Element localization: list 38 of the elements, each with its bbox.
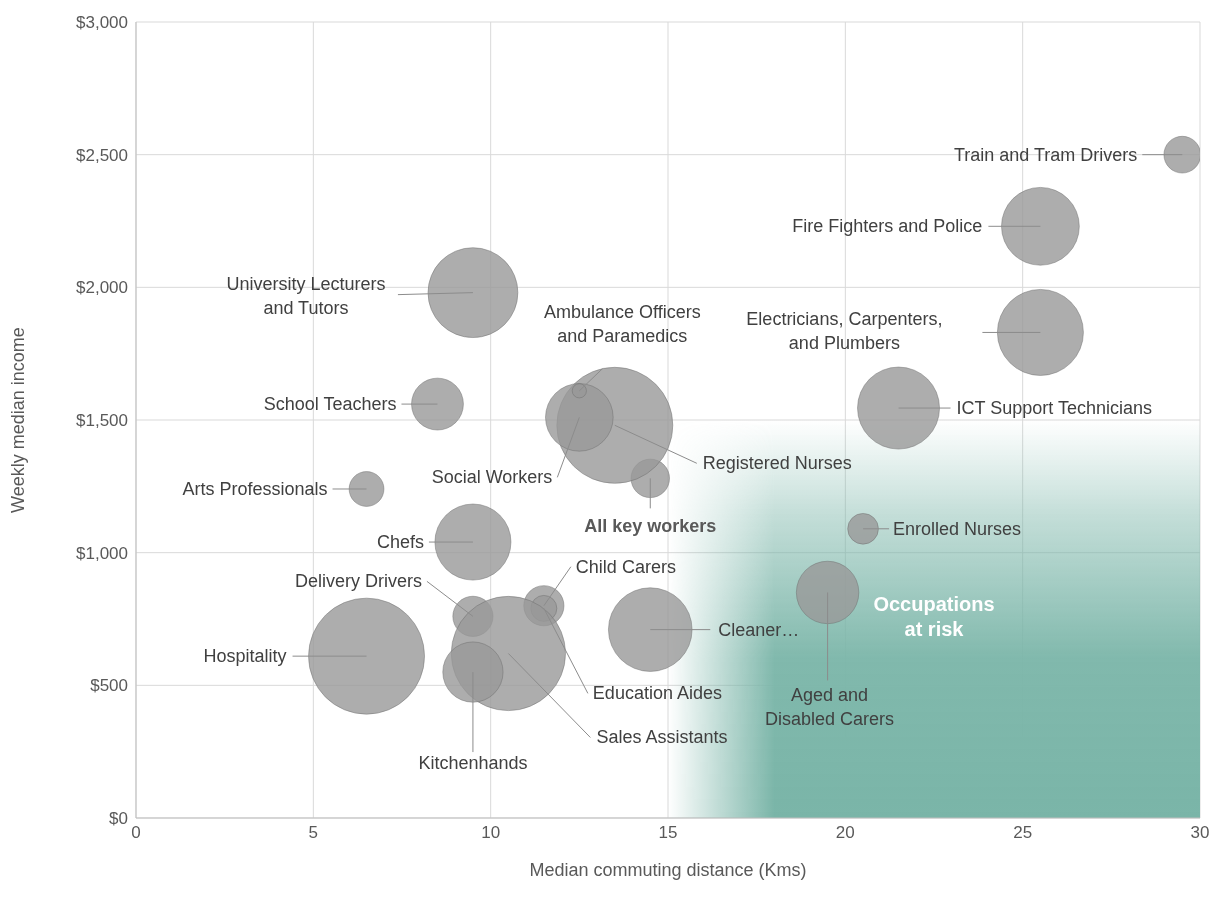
annotation: Ambulance Officers and Paramedics	[543, 301, 701, 346]
x-tick-label: 15	[658, 823, 678, 843]
annotation: Education Aides	[592, 683, 722, 704]
x-tick-label: 20	[835, 823, 855, 843]
annotation: Aged and Disabled Carers	[765, 685, 895, 730]
y-tick-label: $0	[109, 809, 128, 829]
annotation: Child Carers	[575, 556, 676, 577]
y-tick-label: $2,500	[76, 145, 128, 165]
annotation: Sales Assistants	[596, 727, 728, 748]
annotation: Cleaner…	[718, 619, 800, 640]
annotation: Train and Tram Drivers	[953, 144, 1138, 165]
y-tick-label: $1,500	[76, 411, 128, 431]
x-tick-label: 25	[1013, 823, 1033, 843]
x-tick-label: 30	[1190, 823, 1210, 843]
x-tick-label: 10	[481, 823, 501, 843]
annotation: Fire Fighters and Police	[792, 216, 983, 237]
annotation: ICT Support Technicians	[956, 398, 1152, 419]
y-tick-label: $500	[90, 676, 128, 696]
annotation: Social Workers	[431, 467, 553, 488]
annotation: All key workers	[584, 516, 717, 537]
annotation: Hospitality	[203, 646, 287, 667]
y-tick-label: $1,000	[76, 543, 128, 563]
annotation: Arts Professionals	[182, 478, 328, 499]
annotation: Kitchenhands	[418, 753, 528, 774]
annotation: Electricians, Carpenters, and Plumbers	[746, 309, 943, 354]
annotation: Registered Nurses	[702, 453, 852, 474]
annotation: Chefs	[376, 532, 424, 553]
x-tick-label: 5	[308, 823, 319, 843]
band-label: Occupations at risk	[873, 593, 995, 641]
annotation: Delivery Drivers	[294, 571, 422, 592]
y-axis-title: Weekly median income	[8, 327, 29, 513]
annotation: School Teachers	[263, 394, 397, 415]
y-tick-label: $2,000	[76, 278, 128, 298]
annotation: University Lecturers and Tutors	[226, 273, 386, 318]
y-tick-label: $3,000	[76, 13, 128, 33]
annotation: Enrolled Nurses	[893, 518, 1022, 539]
x-axis-title: Median commuting distance (Kms)	[529, 860, 807, 880]
x-tick-label: 0	[131, 823, 141, 843]
